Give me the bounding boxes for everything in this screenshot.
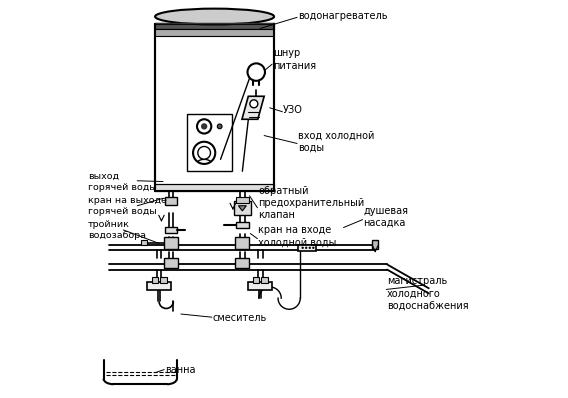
Circle shape bbox=[218, 124, 222, 129]
Bar bbox=[164, 238, 178, 249]
Text: водонагреватель: водонагреватель bbox=[298, 11, 387, 21]
Bar bbox=[155, 23, 274, 29]
Bar bbox=[141, 240, 147, 246]
Circle shape bbox=[248, 63, 265, 81]
Ellipse shape bbox=[155, 9, 274, 25]
Polygon shape bbox=[242, 96, 264, 119]
Circle shape bbox=[312, 247, 314, 249]
Text: выход
горячей воды: выход горячей воды bbox=[87, 172, 156, 192]
Text: шнур
питания: шнур питания bbox=[273, 48, 316, 70]
Bar bbox=[155, 184, 274, 191]
Bar bbox=[155, 19, 274, 28]
Bar bbox=[253, 277, 259, 283]
Bar bbox=[298, 245, 316, 251]
Circle shape bbox=[250, 100, 258, 108]
Text: кран на входе
холодной воды: кран на входе холодной воды bbox=[258, 226, 337, 248]
Bar bbox=[372, 240, 378, 249]
Bar bbox=[152, 277, 158, 283]
Bar bbox=[155, 25, 274, 191]
Text: магистраль
холодного
водоснабжения: магистраль холодного водоснабжения bbox=[387, 276, 469, 311]
Text: вход холодной
воды: вход холодной воды bbox=[298, 130, 374, 153]
Polygon shape bbox=[239, 206, 247, 211]
Text: УЗО: УЗО bbox=[283, 105, 303, 115]
Circle shape bbox=[306, 247, 307, 249]
Circle shape bbox=[198, 146, 211, 159]
Bar bbox=[165, 197, 177, 205]
Bar bbox=[235, 238, 249, 249]
Bar bbox=[147, 282, 172, 290]
Text: тройник
водозабора: тройник водозабора bbox=[87, 220, 145, 240]
Bar bbox=[235, 258, 249, 268]
Text: смеситель: смеситель bbox=[212, 313, 267, 323]
Bar bbox=[160, 277, 166, 283]
Bar bbox=[187, 114, 232, 171]
Circle shape bbox=[309, 247, 311, 249]
Text: ванна: ванна bbox=[165, 365, 195, 375]
Bar bbox=[164, 258, 178, 268]
Text: душевая
насадка: душевая насадка bbox=[364, 206, 408, 228]
Circle shape bbox=[201, 123, 207, 130]
Text: обратный
предохранительный
клапан: обратный предохранительный клапан bbox=[258, 185, 365, 220]
Bar bbox=[165, 227, 177, 233]
Text: кран на выходе
горячей воды: кран на выходе горячей воды bbox=[87, 196, 166, 216]
Bar bbox=[155, 14, 274, 20]
Bar bbox=[155, 29, 274, 35]
Bar bbox=[236, 222, 249, 228]
Circle shape bbox=[302, 247, 303, 249]
Circle shape bbox=[197, 119, 211, 133]
Bar bbox=[234, 201, 250, 215]
Bar bbox=[236, 197, 249, 203]
Bar bbox=[248, 282, 273, 290]
Bar bbox=[261, 277, 268, 283]
Circle shape bbox=[193, 142, 215, 164]
Bar bbox=[155, 17, 274, 25]
